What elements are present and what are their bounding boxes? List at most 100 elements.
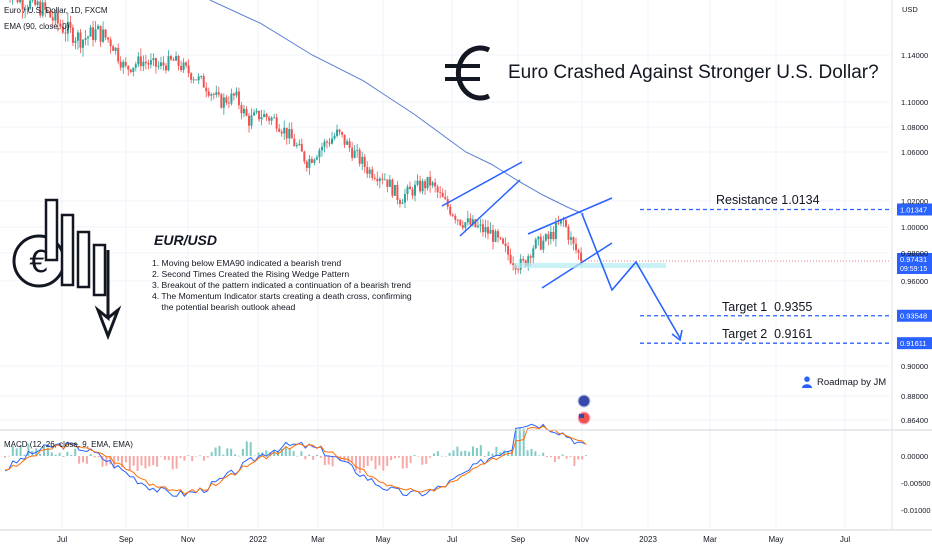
candle-body	[381, 178, 384, 180]
macd-histogram-bar	[538, 455, 541, 457]
candle-body	[310, 158, 313, 163]
candle-body	[268, 117, 271, 121]
candle-body	[338, 129, 341, 132]
candle-body	[331, 138, 334, 144]
candle-body	[92, 27, 95, 41]
macd-histogram-bar	[557, 456, 560, 460]
macd-tick-label: -0.00500	[901, 479, 931, 488]
macd-histogram-bar	[179, 456, 182, 459]
price-tick-label: 0.98000	[901, 249, 928, 258]
macd-histogram-bar	[199, 455, 201, 457]
candle-body	[507, 246, 510, 255]
macd-histogram-bar	[183, 456, 186, 461]
candle-body	[263, 114, 266, 118]
macd-histogram-bar	[475, 447, 478, 456]
macd-histogram-bar	[483, 456, 486, 457]
candle-body	[102, 29, 105, 42]
macd-histogram-bar	[136, 456, 139, 471]
candle-body	[164, 65, 167, 71]
macd-histogram-bar	[456, 446, 459, 456]
target2-price-tag	[897, 337, 932, 350]
flag-canton	[579, 414, 584, 418]
candle-body	[124, 61, 127, 66]
price-tick-label: 0.90000	[901, 362, 928, 371]
candle-body	[474, 219, 477, 227]
candle-body	[107, 37, 110, 40]
time-tick-label: Nov	[575, 535, 589, 544]
candle-body	[122, 61, 125, 68]
candle-body	[408, 186, 411, 190]
macd-histogram-bar	[561, 454, 564, 456]
candle-body	[139, 56, 142, 67]
candle-body	[104, 29, 107, 38]
macd-histogram-bar	[230, 448, 233, 456]
candle-body	[232, 93, 235, 96]
candle-body	[295, 144, 298, 147]
candle-body	[348, 141, 351, 148]
candle-body	[366, 167, 369, 174]
current-price-text: 0.97431	[900, 255, 927, 264]
candle-body	[486, 227, 489, 234]
macd-histogram-bar	[433, 453, 435, 456]
candle-body	[129, 69, 132, 73]
candle-body	[240, 105, 243, 114]
projection-path	[581, 213, 683, 342]
price-tick-label: 1.08000	[901, 123, 928, 132]
chart-bar	[92, 243, 107, 297]
target1-price-tag	[897, 309, 932, 322]
candle-body	[469, 218, 472, 225]
candle-body	[439, 192, 442, 193]
candle-body	[454, 215, 457, 220]
candle-body	[255, 110, 258, 113]
target2-label: Target 2 0.9161	[722, 327, 813, 341]
candle-body	[484, 227, 487, 233]
price-tick-label: 1.10000	[901, 98, 928, 107]
candle-body	[429, 176, 432, 186]
candle-body	[406, 186, 409, 194]
candle-body	[298, 143, 301, 145]
author-name: Roadmap by JM	[817, 376, 887, 388]
price-tick-label: 1.14000	[901, 51, 928, 60]
macd-histogram-bar	[62, 456, 65, 457]
macd-histogram-bar	[152, 456, 155, 466]
macd-histogram-bar	[89, 453, 92, 456]
time-tick-label: Jul	[840, 535, 850, 544]
candle-body	[273, 117, 276, 119]
candle-body	[358, 149, 361, 164]
macd-histogram-bar	[460, 451, 463, 456]
macd-histogram-bar	[124, 456, 127, 463]
candle-body	[217, 92, 220, 95]
candle-body	[308, 158, 311, 168]
candle-body	[575, 243, 578, 251]
macd-histogram-bar	[491, 453, 494, 456]
candle-body	[318, 150, 321, 158]
analysis-point: 1. Moving below EMA90 indicated a bearis…	[152, 258, 342, 268]
time-tick-label: 2023	[639, 535, 657, 544]
time-tick-label: Mar	[703, 535, 717, 544]
projection-line	[581, 213, 681, 339]
candle-body	[303, 151, 306, 162]
candle-body	[137, 56, 140, 65]
candle-body	[260, 117, 263, 120]
time-tick-label: 2022	[249, 535, 267, 544]
target2-price-tag-text: 0.91611	[900, 339, 927, 348]
candle-body	[114, 47, 117, 51]
candle-body	[192, 79, 195, 81]
candle-body	[547, 234, 550, 240]
candle-body	[431, 182, 434, 186]
macd-line	[4, 423, 587, 498]
candle-body	[220, 94, 223, 108]
macd-histogram-bar	[351, 456, 354, 463]
macd-histogram-bar	[218, 445, 221, 456]
candle-body	[559, 219, 562, 224]
grid-lines	[0, 0, 890, 530]
macd-histogram-bar	[101, 456, 104, 467]
candle-body	[202, 76, 205, 88]
resistance-price-tag	[897, 203, 932, 216]
candle-body	[147, 63, 150, 65]
macd-histogram-bar	[167, 456, 170, 461]
candle-body	[94, 29, 97, 41]
wedge-trendline	[527, 197, 613, 235]
